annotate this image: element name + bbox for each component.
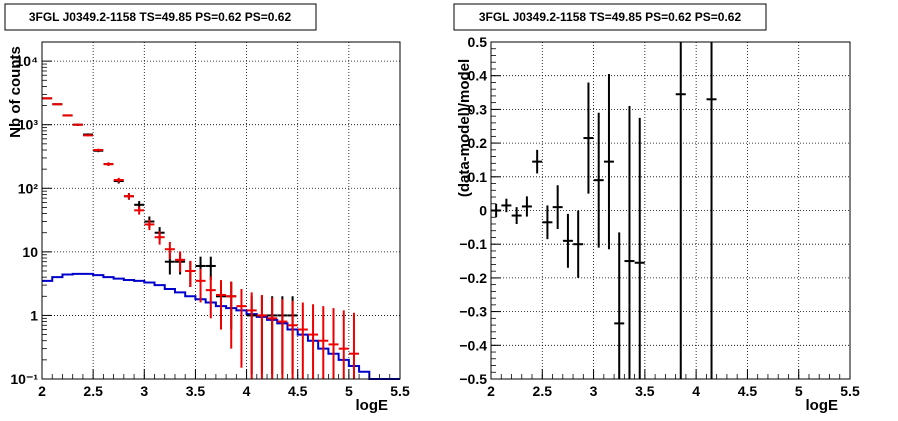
left-x-tick-label: 5.5 [390, 383, 410, 399]
left-x-tick-label: 2 [38, 383, 46, 399]
left-data-marks [42, 97, 359, 379]
right-x-tick-label: 2.5 [533, 383, 553, 399]
left-grid [42, 42, 400, 379]
right-y-tick-label: −0.1 [459, 236, 487, 252]
right-grid [491, 42, 850, 379]
right-y-tick-label: 0.1 [468, 169, 488, 185]
left-y-tick-label: 10⁴ [16, 53, 39, 69]
left-y-tick-label: 10 [22, 244, 38, 260]
right-x-tick-label: 3.5 [635, 383, 655, 399]
left-x-tick-label: 5 [345, 383, 353, 399]
right-chart-title: 3FGL J0349.2-1158 TS=49.85 PS=0.62 PS=0.… [479, 10, 742, 24]
right-y-tick-label: −0.4 [459, 337, 487, 353]
right-y-tick-label: 0.2 [468, 135, 488, 151]
right-y-tick-label: 0.5 [468, 34, 488, 50]
right-x-tick-label: 5 [795, 383, 803, 399]
left-y-tick-label: 1 [30, 307, 38, 323]
left-y-tick-label: 10³ [18, 117, 39, 133]
right-x-tick-label: 3 [590, 383, 598, 399]
right-y-tick-label: 0 [479, 203, 487, 219]
left-x-tick-label: 3 [140, 383, 148, 399]
right-x-tick-label: 4 [692, 383, 700, 399]
model-step-line [42, 272, 400, 380]
left-title-box [4, 3, 317, 31]
right-panel: 3FGL J0349.2-1158 TS=49.85 PS=0.62 PS=0.… [453, 3, 860, 414]
left-axes: 2 2.5 3 3.5 4 4.5 5 5.5 10⁻¹ 1 10 10² 10³ 10⁴ [10, 41, 410, 399]
left-x-tick-label: 3.5 [186, 383, 206, 399]
left-x-tick-label: 4 [243, 383, 251, 399]
right-y-tick-label: −0.5 [459, 371, 487, 387]
left-plot-frame [41, 41, 401, 380]
right-x-tick-label: 4.5 [738, 383, 758, 399]
left-x-tick-label: 4.5 [288, 383, 308, 399]
left-model-series [42, 272, 400, 380]
left-chart-title: 3FGL J0349.2-1158 TS=49.85 PS=0.62 PS=0.… [29, 10, 292, 24]
left-y-axis-title: Nb of counts [7, 46, 24, 138]
left-y-tick-label: 10² [18, 180, 39, 196]
right-y-tick-label: −0.3 [459, 304, 487, 320]
right-x-tick-label: 5.5 [840, 383, 860, 399]
right-x-axis-title: logE [806, 397, 839, 414]
right-y-tick-label: −0.2 [459, 270, 487, 286]
right-axes: 2 2.5 3 3.5 4 4.5 5 5.5 −0.5 −0.4 −0.3 −0.2 −0.1 0 0.1… [459, 34, 860, 399]
left-x-tick-label: 2.5 [83, 383, 103, 399]
right-x-tick-label: 2 [487, 383, 495, 399]
right-y-axis-title: (data-model)/model [456, 59, 473, 197]
left-panel: 3FGL J0349.2-1158 TS=49.85 PS=0.62 PS=0.… [4, 3, 410, 414]
right-y-tick-label: 0.4 [468, 68, 488, 84]
right-plot-frame [490, 41, 851, 380]
left-y-tick-label: 10⁻¹ [10, 371, 38, 387]
right-y-tick-label: 0.3 [468, 101, 488, 117]
left-x-axis-title: logE [356, 397, 389, 414]
right-title-box [453, 3, 767, 31]
